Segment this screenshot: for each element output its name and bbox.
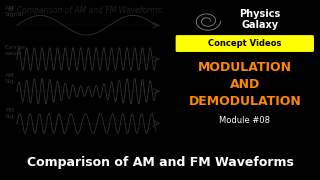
- Text: Physics
Galaxy: Physics Galaxy: [239, 9, 280, 30]
- Text: # Comparison of AM and FM Waveforms:: # Comparison of AM and FM Waveforms:: [9, 6, 164, 15]
- Text: Carrier
wave: Carrier wave: [5, 45, 27, 56]
- Text: AM
Signal: AM Signal: [5, 6, 24, 17]
- Text: Module #08: Module #08: [219, 116, 270, 125]
- Text: AM
Sig.: AM Sig.: [5, 73, 17, 84]
- Text: FM
Sig.: FM Sig.: [5, 108, 17, 119]
- Text: Comparison of AM and FM Waveforms: Comparison of AM and FM Waveforms: [27, 156, 293, 169]
- Text: MODULATION
AND
DEMODULATION: MODULATION AND DEMODULATION: [188, 61, 301, 108]
- FancyBboxPatch shape: [176, 35, 314, 52]
- Text: Concept Videos: Concept Videos: [208, 39, 282, 48]
